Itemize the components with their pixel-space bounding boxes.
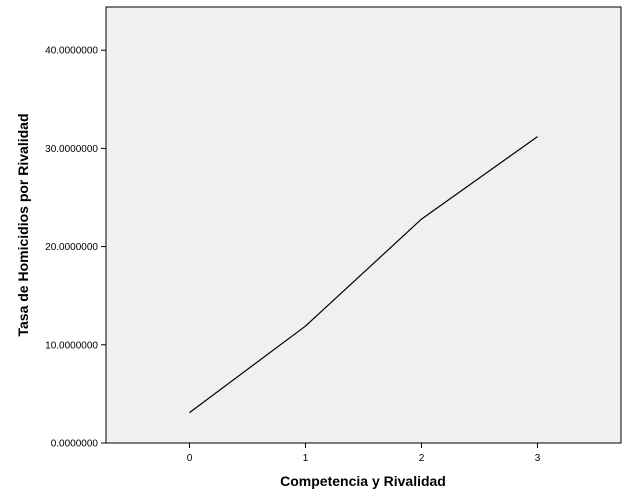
y-axis-title: Tasa de Homicidios por Rivalidad: [15, 113, 31, 336]
series-lines: [189, 136, 538, 414]
x-tick-label: 2: [419, 453, 425, 464]
series-line: [189, 136, 538, 414]
y-axis-ticks: 0.0000000 10.0000000 20.0000000 30.0000000 4…: [45, 46, 106, 450]
y-tick-label: 20.0000000: [45, 242, 98, 253]
y-tick-label: 30.0000000: [45, 144, 98, 155]
x-tick-label: 3: [535, 453, 541, 464]
plot-area: [105, 6, 622, 444]
y-tick-label: 10.0000000: [45, 340, 98, 351]
x-tick-label: 1: [303, 453, 309, 464]
x-axis-ticks: 0 1 2 3: [187, 443, 541, 464]
y-tick-label: 0.0000000: [51, 439, 99, 450]
x-axis-title: Competencia y Rivalidad: [280, 473, 446, 489]
x-tick-label: 0: [187, 453, 193, 464]
y-tick-label: 40.0000000: [45, 46, 98, 57]
